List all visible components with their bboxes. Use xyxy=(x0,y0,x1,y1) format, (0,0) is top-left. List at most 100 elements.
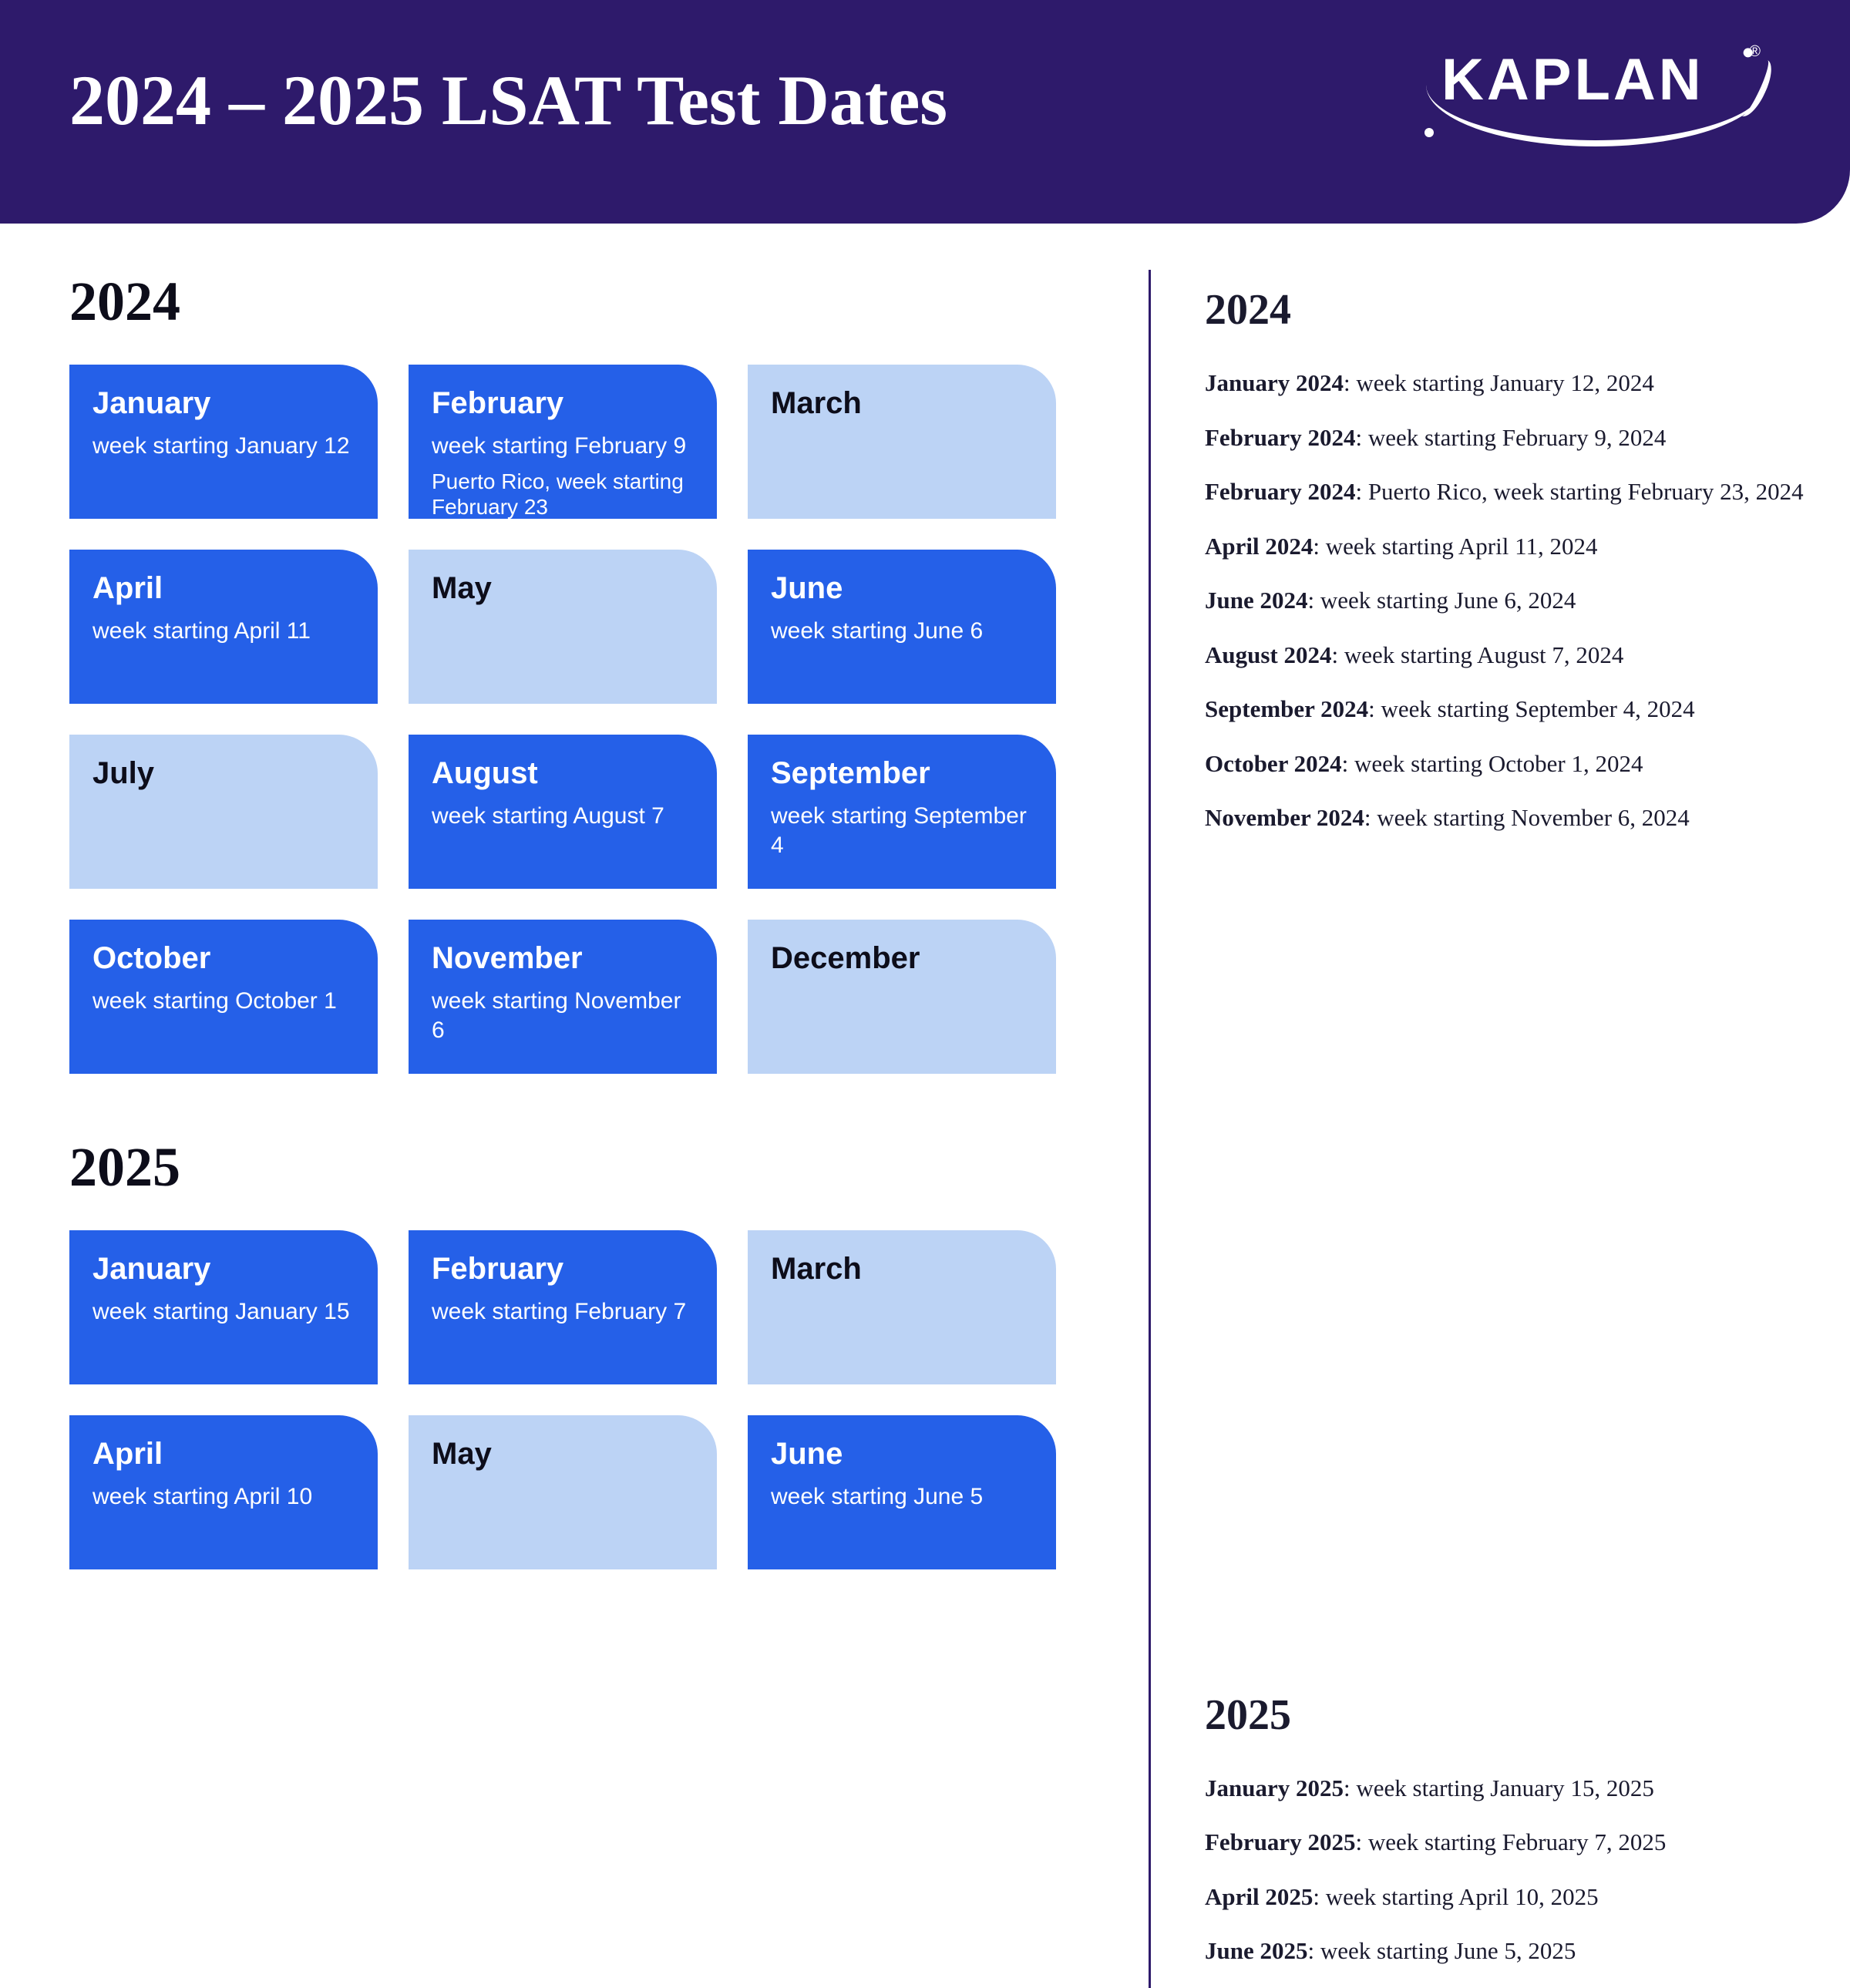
list-item: June 2025: week starting June 5, 2025 xyxy=(1205,1933,1804,1969)
list-item: February 2024: Puerto Rico, week startin… xyxy=(1205,474,1804,510)
month-detail-extra: Puerto Rico, week starting February 23 xyxy=(432,469,694,520)
list-item-detail: : week starting January 12, 2024 xyxy=(1344,369,1654,396)
list-column: 2024 January 2024: week starting January… xyxy=(1149,270,1804,1988)
month-detail: week starting September 4 xyxy=(771,802,1033,859)
year-heading-2024: 2024 xyxy=(69,270,1102,334)
month-label: April xyxy=(92,1437,355,1472)
logo-swoosh-icon xyxy=(1426,85,1765,146)
month-detail: week starting August 7 xyxy=(432,802,694,831)
month-label: February xyxy=(432,1252,694,1287)
list-item-label: January 2024 xyxy=(1205,369,1344,396)
month-card: December xyxy=(748,920,1056,1074)
month-detail: week starting November 6 xyxy=(432,987,694,1044)
month-detail: week starting June 5 xyxy=(771,1482,1033,1512)
list-item: September 2024: week starting September … xyxy=(1205,691,1804,728)
list-item-label: September 2024 xyxy=(1205,695,1368,722)
header: 2024 – 2025 LSAT Test Dates KAPLAN ® xyxy=(0,0,1850,224)
month-card: May xyxy=(409,550,717,704)
month-detail: week starting April 11 xyxy=(92,617,355,646)
list-item-detail: : week starting April 10, 2025 xyxy=(1313,1883,1598,1910)
month-label: October xyxy=(92,941,355,976)
month-label: July xyxy=(92,756,355,791)
month-label: May xyxy=(432,571,694,606)
calendar-grid-2025: January week starting January 15 February w… xyxy=(69,1230,1102,1569)
list-item-label: November 2024 xyxy=(1205,804,1364,831)
month-label: January xyxy=(92,1252,355,1287)
month-card: April week starting April 11 xyxy=(69,550,378,704)
list-item: August 2024: week starting August 7, 202… xyxy=(1205,637,1804,674)
month-detail: week starting June 6 xyxy=(771,617,1033,646)
month-card: January week starting January 15 xyxy=(69,1230,378,1384)
month-label: April xyxy=(92,571,355,606)
month-card: August week starting August 7 xyxy=(409,735,717,889)
month-card: April week starting April 10 xyxy=(69,1415,378,1569)
month-card: June week starting June 6 xyxy=(748,550,1056,704)
calendar-grid-2024: January week starting January 12 Februaryw… xyxy=(69,365,1102,1074)
month-detail: week starting January 15 xyxy=(92,1297,355,1327)
month-label: January xyxy=(92,386,355,421)
list-item-label: February 2024 xyxy=(1205,478,1355,505)
list-item-detail: : week starting September 4, 2024 xyxy=(1368,695,1695,722)
date-list-2025: January 2025: week starting January 15, … xyxy=(1205,1771,1804,1969)
list-item: October 2024: week starting October 1, 2… xyxy=(1205,746,1804,782)
month-detail: week starting January 12 xyxy=(92,432,355,461)
month-label: June xyxy=(771,571,1033,606)
month-card: October week starting October 1 xyxy=(69,920,378,1074)
list-item: April 2025: week starting April 10, 2025 xyxy=(1205,1879,1804,1916)
list-item-label: April 2025 xyxy=(1205,1883,1313,1910)
month-label: August xyxy=(432,756,694,791)
list-item: February 2024: week starting February 9,… xyxy=(1205,420,1804,456)
list-item-label: April 2024 xyxy=(1205,533,1313,560)
list-item-label: October 2024 xyxy=(1205,750,1342,777)
list-item-detail: : Puerto Rico, week starting February 23… xyxy=(1355,478,1803,505)
month-label: May xyxy=(432,1437,694,1472)
month-card: February week starting February 7 xyxy=(409,1230,717,1384)
list-item: April 2024: week starting April 11, 2024 xyxy=(1205,529,1804,565)
month-card: November week starting November 6 xyxy=(409,920,717,1074)
list-item-detail: : week starting November 6, 2024 xyxy=(1364,804,1690,831)
list-item-label: June 2025 xyxy=(1205,1937,1308,1964)
list-item-detail: : week starting January 15, 2025 xyxy=(1344,1774,1654,1801)
month-label: November xyxy=(432,941,694,976)
list-item-label: January 2025 xyxy=(1205,1774,1344,1801)
year-heading-2025: 2025 xyxy=(69,1135,1102,1199)
list-item: June 2024: week starting June 6, 2024 xyxy=(1205,583,1804,619)
list-item-label: June 2024 xyxy=(1205,587,1308,614)
page-title: 2024 – 2025 LSAT Test Dates xyxy=(69,59,947,141)
month-label: March xyxy=(771,386,1033,421)
month-label: March xyxy=(771,1252,1033,1287)
kaplan-logo: KAPLAN ® xyxy=(1426,46,1765,154)
month-label: September xyxy=(771,756,1033,791)
list-item-detail: : week starting June 5, 2025 xyxy=(1308,1937,1576,1964)
list-item: January 2024: week starting January 12, … xyxy=(1205,365,1804,402)
calendar-column: 2024 January week starting January 12 Febr… xyxy=(69,270,1102,1988)
month-card: January week starting January 12 xyxy=(69,365,378,519)
month-card: June week starting June 5 xyxy=(748,1415,1056,1569)
month-label: June xyxy=(771,1437,1033,1472)
list-item-detail: : week starting October 1, 2024 xyxy=(1342,750,1643,777)
list-item-detail: : week starting February 7, 2025 xyxy=(1355,1828,1666,1855)
month-detail: week starting February 7 xyxy=(432,1297,694,1327)
month-card: March xyxy=(748,365,1056,519)
month-card: September week starting September 4 xyxy=(748,735,1056,889)
list-item-detail: : week starting June 6, 2024 xyxy=(1308,587,1576,614)
month-card: July xyxy=(69,735,378,889)
month-detail: week starting February 9 xyxy=(432,432,694,461)
list-item: January 2025: week starting January 15, … xyxy=(1205,1771,1804,1807)
month-card: Februaryweek starting February 9Puerto R… xyxy=(409,365,717,519)
list-item-detail: : week starting August 7, 2024 xyxy=(1332,641,1624,668)
list-item: February 2025: week starting February 7,… xyxy=(1205,1825,1804,1861)
list-item-label: February 2025 xyxy=(1205,1828,1355,1855)
list-item-label: August 2024 xyxy=(1205,641,1332,668)
list-item: November 2024: week starting November 6,… xyxy=(1205,800,1804,836)
list-heading-2024: 2024 xyxy=(1205,285,1804,335)
list-heading-2025: 2025 xyxy=(1205,1690,1804,1740)
month-card: March xyxy=(748,1230,1056,1384)
month-card: May xyxy=(409,1415,717,1569)
list-item-detail: : week starting April 11, 2024 xyxy=(1313,533,1597,560)
month-detail: week starting April 10 xyxy=(92,1482,355,1512)
list-item-detail: : week starting February 9, 2024 xyxy=(1355,424,1666,451)
content-area: 2024 January week starting January 12 Febr… xyxy=(0,224,1850,1988)
month-label: December xyxy=(771,941,1033,976)
month-detail: week starting October 1 xyxy=(92,987,355,1016)
